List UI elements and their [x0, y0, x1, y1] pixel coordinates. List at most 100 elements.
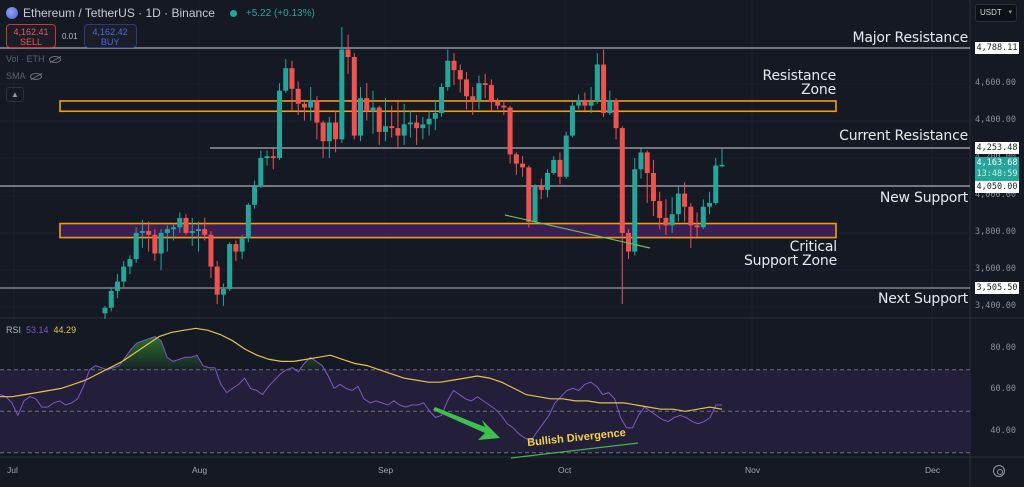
trade-panel: 4,162.41 SELL 0.01 4,162.42 BUY	[6, 24, 137, 48]
bullish-candle	[277, 90, 283, 159]
bearish-candle	[214, 266, 220, 295]
sell-label: SELL	[19, 37, 43, 47]
sma-indicator-label: SMA	[6, 71, 26, 81]
bearish-candle	[650, 173, 656, 202]
next-support-price-tag: 3,505.50	[975, 282, 1019, 294]
bearish-candle	[233, 244, 239, 252]
bullish-candle	[195, 229, 201, 232]
bullish-candle	[420, 124, 426, 129]
bearish-candle	[526, 167, 532, 222]
bullish-candle	[114, 281, 120, 291]
price-tick-label: 4,400.00	[975, 115, 1016, 125]
price-tick-label: 3,800.00	[975, 227, 1016, 237]
resistance-zone	[59, 100, 837, 113]
price-axis-background	[970, 0, 1024, 487]
eye-hidden-icon[interactable]	[48, 55, 61, 63]
bullish-candle	[127, 259, 133, 267]
bearish-candle	[513, 154, 519, 164]
bullish-candle	[669, 214, 675, 226]
bullish-candle	[700, 206, 706, 228]
bullish-candle	[432, 113, 438, 119]
price-trend-line	[504, 214, 651, 249]
rsi-line	[0, 336, 722, 441]
bullish-candle	[445, 60, 451, 87]
bullish-candle	[551, 159, 557, 174]
bearish-candle	[451, 60, 457, 71]
eye-hidden-icon[interactable]	[29, 72, 42, 80]
chevron-up-icon: ▲	[11, 90, 19, 99]
bearish-candle	[333, 122, 339, 140]
bearish-candle	[320, 122, 326, 142]
bullish-candle	[252, 186, 258, 205]
bullish-candle	[638, 152, 644, 170]
bearish-candle	[644, 152, 650, 174]
bearish-candle	[507, 107, 513, 155]
bearish-candle	[414, 122, 420, 129]
bullish-candle	[532, 186, 538, 222]
bearish-candle	[501, 105, 507, 108]
time-tick-label: Dec	[925, 465, 941, 475]
rsi-moving-average-line	[0, 327, 723, 412]
bearish-candle	[657, 201, 663, 218]
divergence-trend-line	[510, 442, 639, 459]
volume-indicator-label: Vol · ETH	[6, 54, 45, 64]
bullish-candle	[401, 124, 407, 136]
resistance-zone-label: Resistance Zone	[763, 69, 837, 98]
bullish-candle	[133, 232, 139, 260]
bearish-candle	[295, 88, 301, 104]
bullish-candle	[158, 232, 164, 254]
time-tick-label: Aug	[192, 465, 208, 475]
last-price-tag: 4,163.68 13:48:59	[975, 157, 1019, 181]
collapse-indicators-button[interactable]: ▲	[6, 87, 24, 102]
bullish-candle	[544, 173, 550, 190]
bearish-candle	[345, 49, 351, 58]
settings-gear-icon[interactable]	[993, 465, 1005, 477]
rsi-ma-value: 44.29	[53, 325, 77, 335]
bearish-candle	[314, 100, 320, 123]
volume-indicator-row[interactable]: Vol · ETH	[6, 54, 61, 64]
bullish-candle	[171, 227, 177, 230]
bullish-candle	[607, 100, 613, 114]
critical-support-label-line1: Critical	[789, 239, 838, 255]
buy-label: BUY	[100, 37, 120, 47]
sma-indicator-row[interactable]: SMA	[6, 71, 42, 81]
rsi-overbought-fill	[0, 336, 722, 370]
sell-button[interactable]: 4,162.41 SELL	[6, 24, 56, 48]
major-resistance-price-tag: 4,788.11	[975, 42, 1019, 54]
rsi-tick-label: 80.00	[990, 343, 1016, 353]
bullish-candle	[308, 100, 314, 108]
critical-support-zone-label: Critical Support Zone	[744, 240, 837, 268]
bullish-candle	[245, 204, 251, 239]
time-tick-label: Jul	[7, 465, 18, 475]
rsi-legend[interactable]: RSI 53.14 44.29	[6, 325, 76, 335]
buy-price: 4,162.42	[92, 27, 128, 37]
bearish-candle	[301, 103, 307, 108]
bearish-candle	[270, 156, 276, 159]
bearish-candle	[663, 217, 669, 226]
symbol-title[interactable]: Ethereum / TetherUS · 1D · Binance	[23, 6, 215, 20]
time-tick-label: Oct	[558, 465, 572, 475]
bearish-candle	[613, 100, 619, 129]
bullish-candle	[632, 169, 638, 252]
new-support-label: New Support	[879, 190, 968, 206]
bullish-candle	[227, 244, 233, 290]
buy-button[interactable]: 4,162.42 BUY	[83, 24, 137, 48]
bearish-candle	[470, 96, 476, 101]
bearish-candle	[626, 232, 632, 252]
bearish-candle	[364, 98, 370, 112]
bearish-candle	[619, 128, 625, 233]
resistance-zone-label-line2: Zone	[801, 82, 836, 98]
market-open-dot-icon	[229, 9, 237, 17]
new-support-price-tag: 4,050.00	[975, 181, 1019, 193]
bar-countdown: 13:48:59	[976, 169, 1018, 179]
bullish-candle	[220, 289, 226, 295]
bearish-candle	[538, 186, 544, 190]
bearish-candle	[183, 217, 189, 233]
bearish-candle	[582, 100, 588, 106]
bullish-candle	[370, 107, 376, 112]
bearish-candle	[682, 193, 688, 207]
bullish-candle	[258, 158, 264, 187]
currency-selector[interactable]: USDT ▾	[975, 4, 1017, 22]
